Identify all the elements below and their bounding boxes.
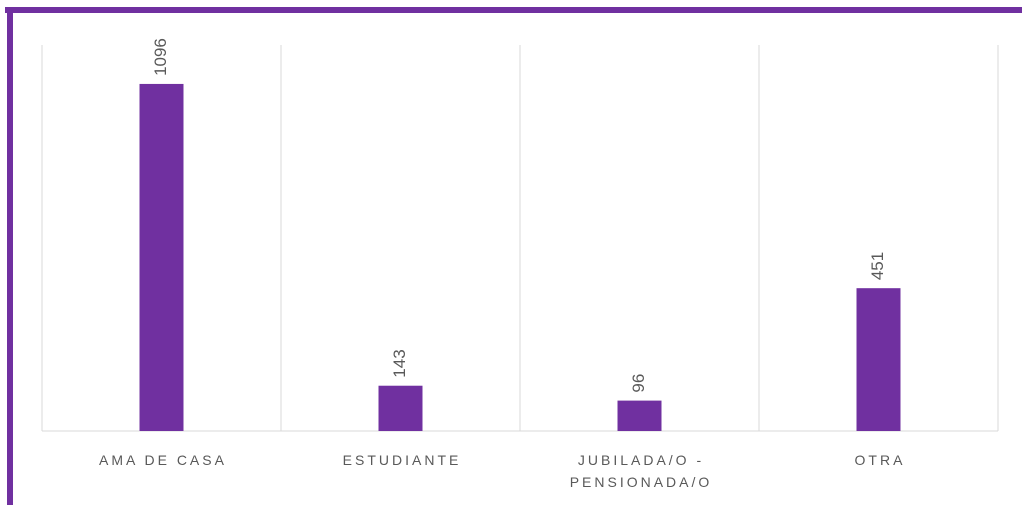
value-label: 96 (629, 374, 648, 393)
x-tick-label: AMA DE CASA (99, 452, 227, 468)
x-tick-label: JUBILADA/O - PENSIONADA/O (569, 452, 713, 490)
x-tick-label: ESTUDIANTE (342, 452, 462, 468)
value-label: 451 (868, 252, 887, 280)
bar (139, 83, 184, 431)
bar (617, 400, 662, 431)
value-label: 143 (390, 349, 409, 377)
bar (856, 288, 901, 431)
frame-left (7, 7, 13, 505)
x-tick-label: OTRA (854, 452, 906, 468)
value-label: 1096 (151, 38, 170, 76)
frame-top (5, 7, 1022, 13)
bar (378, 385, 423, 431)
